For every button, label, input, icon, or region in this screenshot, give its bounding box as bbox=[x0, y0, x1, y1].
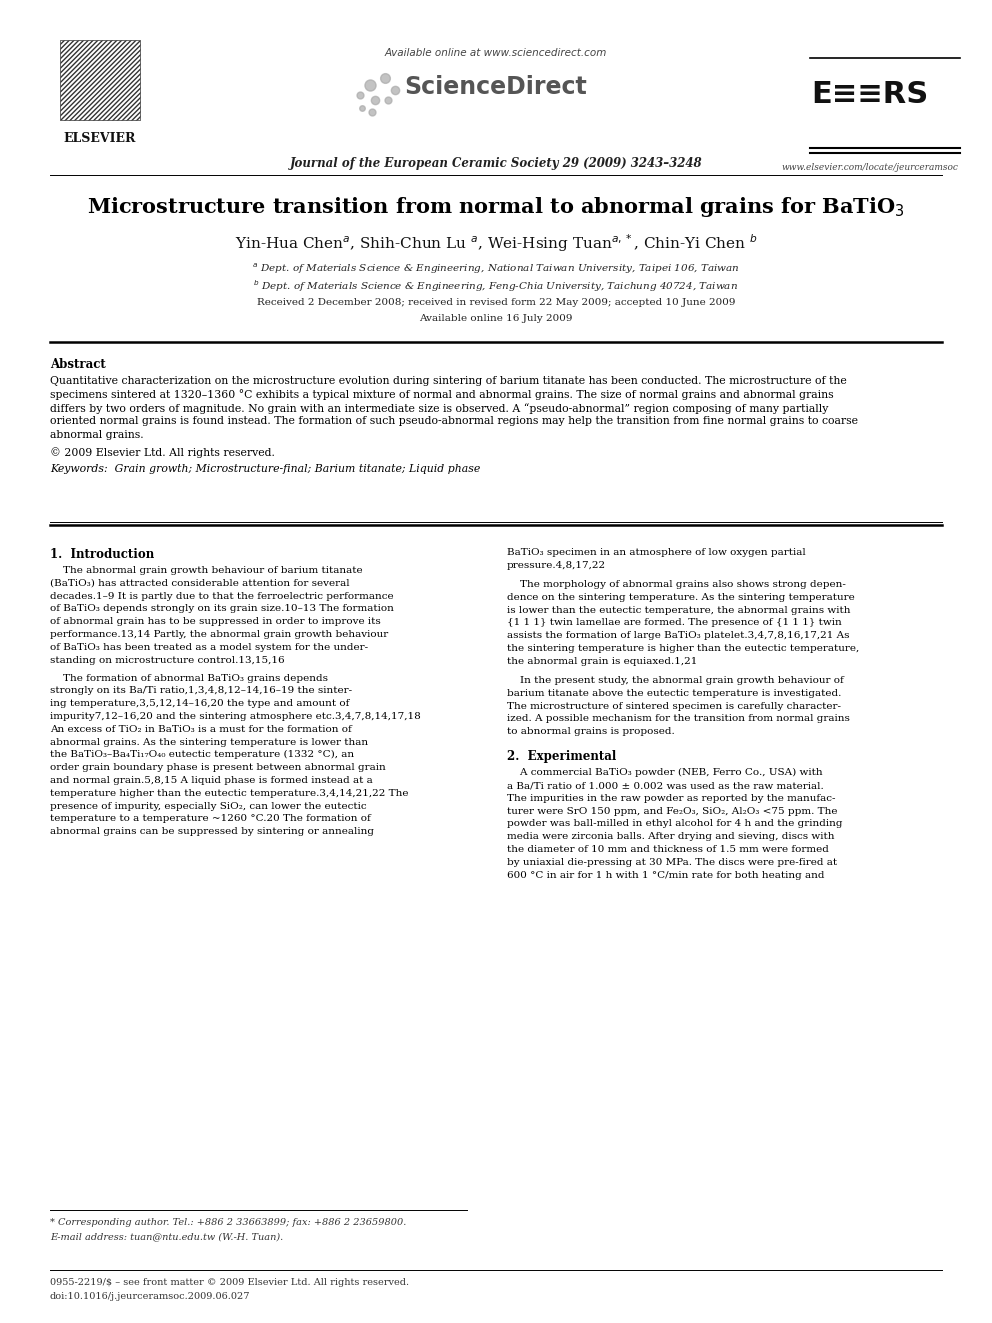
Text: A commercial BaTiO₃ powder (NEB, Ferro Co., USA) with: A commercial BaTiO₃ powder (NEB, Ferro C… bbox=[507, 769, 822, 778]
Text: assists the formation of large BaTiO₃ platelet.3,4,7,8,16,17,21 As: assists the formation of large BaTiO₃ pl… bbox=[507, 631, 849, 640]
Text: powder was ball-milled in ethyl alcohol for 4 h and the grinding: powder was ball-milled in ethyl alcohol … bbox=[507, 819, 842, 828]
Text: The morphology of abnormal grains also shows strong depen-: The morphology of abnormal grains also s… bbox=[507, 579, 846, 589]
Text: order grain boundary phase is present between abnormal grain: order grain boundary phase is present be… bbox=[50, 763, 386, 773]
Text: Yin-Hua Chen$^{a}$, Shih-Chun Lu $^{a}$, Wei-Hsing Tuan$^{a,*}$, Chin-Yi Chen $^: Yin-Hua Chen$^{a}$, Shih-Chun Lu $^{a}$,… bbox=[235, 232, 757, 254]
Text: E≡≡RS: E≡≡RS bbox=[811, 79, 929, 108]
Text: 600 °C in air for 1 h with 1 °C/min rate for both heating and: 600 °C in air for 1 h with 1 °C/min rate… bbox=[507, 871, 824, 880]
Text: ing temperature,3,5,12,14–16,20 the type and amount of: ing temperature,3,5,12,14–16,20 the type… bbox=[50, 699, 349, 708]
Text: E-mail address: tuan@ntu.edu.tw (W.-H. Tuan).: E-mail address: tuan@ntu.edu.tw (W.-H. T… bbox=[50, 1232, 284, 1241]
Text: of abnormal grain has to be suppressed in order to improve its: of abnormal grain has to be suppressed i… bbox=[50, 618, 381, 626]
Text: a Ba/Ti ratio of 1.000 ± 0.002 was used as the raw material.: a Ba/Ti ratio of 1.000 ± 0.002 was used … bbox=[507, 781, 823, 790]
Text: The formation of abnormal BaTiO₃ grains depends: The formation of abnormal BaTiO₃ grains … bbox=[50, 673, 328, 683]
Text: Received 2 December 2008; received in revised form 22 May 2009; accepted 10 June: Received 2 December 2008; received in re… bbox=[257, 298, 735, 307]
Text: Microstructure transition from normal to abnormal grains for BaTiO$_3$: Microstructure transition from normal to… bbox=[87, 194, 905, 220]
Text: 2.  Experimental: 2. Experimental bbox=[507, 750, 616, 763]
Text: Quantitative characterization on the microstructure evolution during sintering o: Quantitative characterization on the mic… bbox=[50, 376, 847, 386]
Text: dence on the sintering temperature. As the sintering temperature: dence on the sintering temperature. As t… bbox=[507, 593, 855, 602]
Text: turer were SrO 150 ppm, and Fe₂O₃, SiO₂, Al₂O₃ <75 ppm. The: turer were SrO 150 ppm, and Fe₂O₃, SiO₂,… bbox=[507, 807, 837, 816]
Bar bbox=[60, 40, 140, 120]
Text: is lower than the eutectic temperature, the abnormal grains with: is lower than the eutectic temperature, … bbox=[507, 606, 850, 615]
Text: temperature higher than the eutectic temperature.3,4,14,21,22 The: temperature higher than the eutectic tem… bbox=[50, 789, 409, 798]
Text: and normal grain.5,8,15 A liquid phase is formed instead at a: and normal grain.5,8,15 A liquid phase i… bbox=[50, 775, 373, 785]
Text: In the present study, the abnormal grain growth behaviour of: In the present study, the abnormal grain… bbox=[507, 676, 844, 685]
Text: by uniaxial die-pressing at 30 MPa. The discs were pre-fired at: by uniaxial die-pressing at 30 MPa. The … bbox=[507, 857, 837, 867]
Text: to abnormal grains is proposed.: to abnormal grains is proposed. bbox=[507, 728, 675, 736]
Text: © 2009 Elsevier Ltd. All rights reserved.: © 2009 Elsevier Ltd. All rights reserved… bbox=[50, 447, 275, 458]
Text: barium titanate above the eutectic temperature is investigated.: barium titanate above the eutectic tempe… bbox=[507, 689, 841, 697]
Text: strongly on its Ba/Ti ratio,1,3,4,8,12–14,16–19 the sinter-: strongly on its Ba/Ti ratio,1,3,4,8,12–1… bbox=[50, 687, 352, 696]
Text: 0955-2219/$ – see front matter © 2009 Elsevier Ltd. All rights reserved.: 0955-2219/$ – see front matter © 2009 El… bbox=[50, 1278, 409, 1287]
Text: pressure.4,8,17,22: pressure.4,8,17,22 bbox=[507, 561, 606, 570]
Text: (BaTiO₃) has attracted considerable attention for several: (BaTiO₃) has attracted considerable atte… bbox=[50, 578, 349, 587]
Text: * Corresponding author. Tel.: +886 2 33663899; fax: +886 2 23659800.: * Corresponding author. Tel.: +886 2 336… bbox=[50, 1218, 407, 1226]
Text: performance.13,14 Partly, the abnormal grain growth behaviour: performance.13,14 Partly, the abnormal g… bbox=[50, 630, 388, 639]
Text: decades.1–9 It is partly due to that the ferroelectric performance: decades.1–9 It is partly due to that the… bbox=[50, 591, 394, 601]
Text: www.elsevier.com/locate/jeurceramsoc: www.elsevier.com/locate/jeurceramsoc bbox=[782, 163, 958, 172]
Text: An excess of TiO₂ in BaTiO₃ is a must for the formation of: An excess of TiO₂ in BaTiO₃ is a must fo… bbox=[50, 725, 352, 734]
Text: abnormal grains.: abnormal grains. bbox=[50, 430, 144, 441]
Text: $^{a}$ Dept. of Materials Science & Engineering, National Taiwan University, Tai: $^{a}$ Dept. of Materials Science & Engi… bbox=[252, 262, 740, 277]
Text: ScienceDirect: ScienceDirect bbox=[405, 75, 587, 99]
Text: Keywords:  Grain growth; Microstructure-final; Barium titanate; Liquid phase: Keywords: Grain growth; Microstructure-f… bbox=[50, 463, 480, 474]
Text: temperature to a temperature ~1260 °C.20 The formation of: temperature to a temperature ~1260 °C.20… bbox=[50, 815, 371, 823]
Text: Available online 16 July 2009: Available online 16 July 2009 bbox=[420, 314, 572, 323]
FancyBboxPatch shape bbox=[58, 34, 143, 124]
Text: standing on microstructure control.13,15,16: standing on microstructure control.13,15… bbox=[50, 656, 285, 664]
Text: The abnormal grain growth behaviour of barium titanate: The abnormal grain growth behaviour of b… bbox=[50, 566, 363, 576]
Text: presence of impurity, especially SiO₂, can lower the eutectic: presence of impurity, especially SiO₂, c… bbox=[50, 802, 367, 811]
Text: Available online at www.sciencedirect.com: Available online at www.sciencedirect.co… bbox=[385, 48, 607, 58]
Text: differs by two orders of magnitude. No grain with an intermediate size is observ: differs by two orders of magnitude. No g… bbox=[50, 404, 828, 414]
FancyBboxPatch shape bbox=[58, 34, 143, 124]
Text: media were zirconia balls. After drying and sieving, discs with: media were zirconia balls. After drying … bbox=[507, 832, 834, 841]
Text: {1 1 1} twin lamellae are formed. The presence of {1 1 1} twin: {1 1 1} twin lamellae are formed. The pr… bbox=[507, 618, 842, 627]
Text: $^{b}$ Dept. of Materials Science & Engineering, Feng-Chia University, Taichung : $^{b}$ Dept. of Materials Science & Engi… bbox=[253, 278, 739, 294]
Text: specimens sintered at 1320–1360 °C exhibits a typical mixture of normal and abno: specimens sintered at 1320–1360 °C exhib… bbox=[50, 389, 833, 401]
Text: of BaTiO₃ has been treated as a model system for the under-: of BaTiO₃ has been treated as a model sy… bbox=[50, 643, 368, 652]
Text: ELSEVIER: ELSEVIER bbox=[63, 132, 136, 146]
Text: the diameter of 10 mm and thickness of 1.5 mm were formed: the diameter of 10 mm and thickness of 1… bbox=[507, 845, 829, 855]
Text: abnormal grains. As the sintering temperature is lower than: abnormal grains. As the sintering temper… bbox=[50, 737, 368, 746]
Text: 1.  Introduction: 1. Introduction bbox=[50, 548, 154, 561]
Text: the abnormal grain is equiaxed.1,21: the abnormal grain is equiaxed.1,21 bbox=[507, 656, 697, 665]
Text: the sintering temperature is higher than the eutectic temperature,: the sintering temperature is higher than… bbox=[507, 644, 859, 654]
Text: abnormal grains can be suppressed by sintering or annealing: abnormal grains can be suppressed by sin… bbox=[50, 827, 374, 836]
Text: The impurities in the raw powder as reported by the manufac-: The impurities in the raw powder as repo… bbox=[507, 794, 835, 803]
Text: impurity7,12–16,20 and the sintering atmosphere etc.3,4,7,8,14,17,18: impurity7,12–16,20 and the sintering atm… bbox=[50, 712, 421, 721]
Text: doi:10.1016/j.jeurceramsoc.2009.06.027: doi:10.1016/j.jeurceramsoc.2009.06.027 bbox=[50, 1293, 251, 1301]
Text: BaTiO₃ specimen in an atmosphere of low oxygen partial: BaTiO₃ specimen in an atmosphere of low … bbox=[507, 548, 806, 557]
Text: Journal of the European Ceramic Society 29 (2009) 3243–3248: Journal of the European Ceramic Society … bbox=[290, 157, 702, 169]
Text: the BaTiO₃–Ba₄Ti₁₇O₄₀ eutectic temperature (1332 °C), an: the BaTiO₃–Ba₄Ti₁₇O₄₀ eutectic temperatu… bbox=[50, 750, 354, 759]
Text: The microstructure of sintered specimen is carefully character-: The microstructure of sintered specimen … bbox=[507, 701, 841, 710]
Text: Abstract: Abstract bbox=[50, 359, 106, 370]
Text: oriented normal grains is found instead. The formation of such pseudo-abnormal r: oriented normal grains is found instead.… bbox=[50, 417, 858, 426]
Text: ized. A possible mechanism for the transition from normal grains: ized. A possible mechanism for the trans… bbox=[507, 714, 850, 724]
Text: of BaTiO₃ depends strongly on its grain size.10–13 The formation: of BaTiO₃ depends strongly on its grain … bbox=[50, 605, 394, 614]
